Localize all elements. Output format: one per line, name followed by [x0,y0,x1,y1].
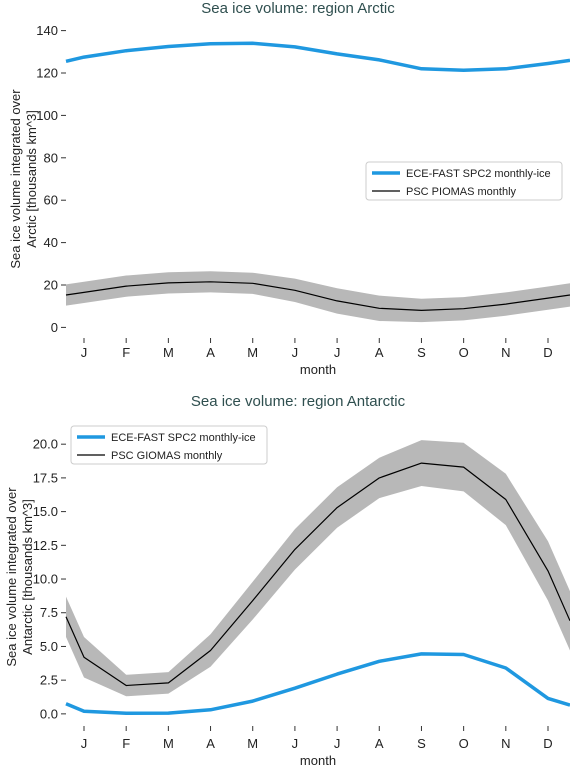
uncertainty-band [66,440,570,697]
y-tick-label: 12.5 [33,538,58,553]
x-tick-label: J [334,736,341,751]
series-line-2 [65,462,570,687]
series-line-1 [65,41,570,72]
x-tick-label: D [543,345,552,360]
y-tick-label: 40 [44,235,58,250]
x-tick-label: A [375,736,384,751]
x-tick-label: J [292,345,299,360]
x-tick-label: M [163,345,174,360]
y-tick-label: 15.0 [33,504,58,519]
y-axis-label: Arctic [thousands km^3] [24,110,39,248]
legend-box [70,425,268,465]
y-tick-label: 100 [36,108,58,123]
y-tick-label: 5.0 [40,639,58,654]
y-tick-label: 140 [36,23,58,38]
legend-label: ECE-FAST SPC2 monthly-ice [111,432,256,444]
x-tick-label: A [206,345,215,360]
y-tick-label: 0 [51,320,58,335]
chart-panel-2: Sea ice volume: region Antarctic 0.0 2.5 5.… [4,393,570,767]
x-tick-label: N [501,736,510,751]
y-tick-label: 2.5 [40,673,58,688]
series-line-2 [65,281,570,311]
y-tick-label: 80 [44,150,58,165]
chart-panel-1: Sea ice volume: region Arctic 0 20 40 60 80 10… [8,0,570,377]
y-axis-label: Sea ice volume integrated over [8,89,23,269]
x-tick-label: D [543,736,552,751]
chart-title: Sea ice volume: region Arctic [201,0,395,17]
x-tick-label: O [459,736,469,751]
y-axis-label: Sea ice volume integrated over [4,487,19,667]
y-tick-label: 0.0 [40,706,58,721]
y-tick-label: 7.5 [40,605,58,620]
x-tick-label: N [501,345,510,360]
x-axis-label: month [300,362,336,377]
chart-title: Sea ice volume: region Antarctic [191,393,406,410]
x-tick-label: F [122,345,130,360]
y-tick-label: 20 [44,278,58,293]
legend-label: PSC PIOMAS monthly [406,186,517,198]
legend-label: PSC GIOMAS monthly [111,450,223,462]
x-tick-label: S [417,736,426,751]
x-tick-label: M [247,345,258,360]
legend: ECE-FAST SPC2 monthly-ice PSC PIOMAS mont… [365,161,563,201]
legend-label: ECE-FAST SPC2 monthly-ice [406,168,551,180]
x-tick-label: M [163,736,174,751]
x-tick-label: J [81,736,88,751]
x-tick-label: M [247,736,258,751]
y-tick-label: 17.5 [33,470,58,485]
y-tick-label: 60 [44,193,58,208]
x-tick-label: F [122,736,130,751]
legend-box [365,161,563,201]
y-tick-label: 20.0 [33,437,58,452]
series-line-1 [65,652,570,715]
legend: ECE-FAST SPC2 monthly-ice PSC GIOMAS mont… [70,425,268,465]
x-tick-label: A [206,736,215,751]
x-tick-label: J [334,345,341,360]
x-tick-label: J [292,736,299,751]
y-tick-label: 10.0 [33,572,58,587]
y-axis-label: Antarctic [thousands km^3] [20,499,35,655]
x-tick-label: S [417,345,426,360]
x-tick-label: A [375,345,384,360]
x-tick-label: O [459,345,469,360]
y-tick-label: 120 [36,66,58,81]
x-tick-label: J [81,345,88,360]
x-axis-label: month [300,753,336,767]
